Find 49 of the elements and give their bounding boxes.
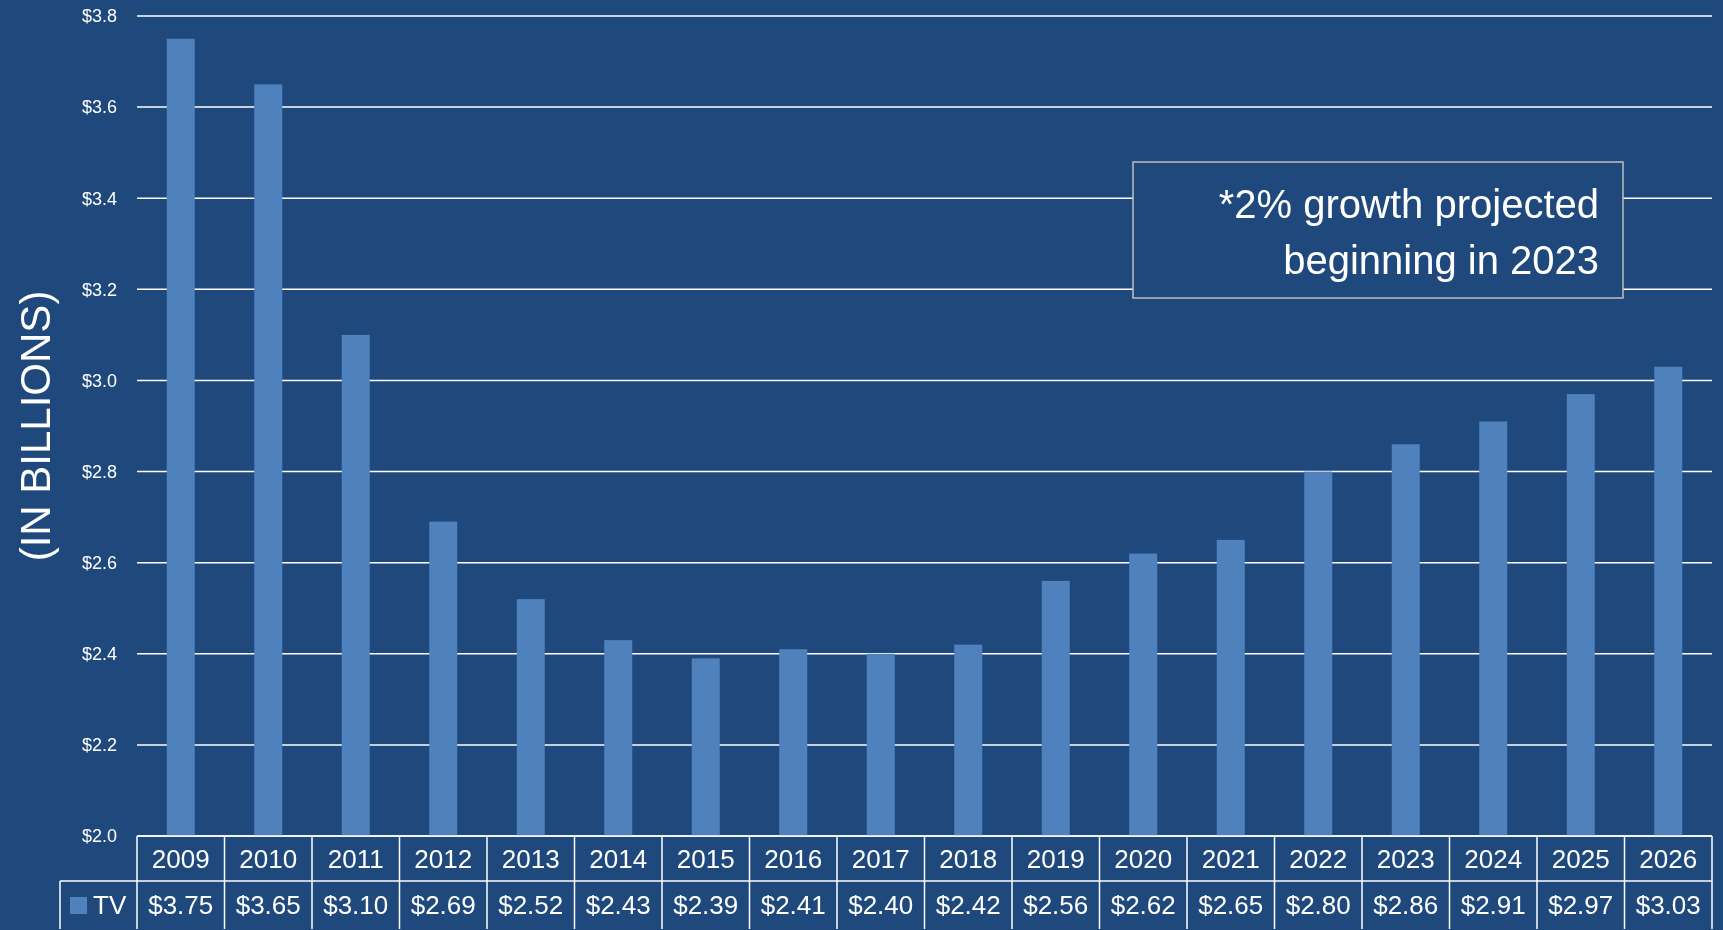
x-tick-label: 2022 xyxy=(1289,843,1348,874)
x-tick-label: 2011 xyxy=(327,843,384,874)
data-label: $2.39 xyxy=(673,890,739,921)
data-label: $2.69 xyxy=(410,890,476,921)
data-label: $2.43 xyxy=(585,890,651,921)
data-label: $2.86 xyxy=(1373,890,1439,921)
y-tick-label: $3.8 xyxy=(81,6,117,27)
y-axis-title: (IN BILLIONS) xyxy=(12,290,59,562)
y-tick-label: $3.4 xyxy=(81,188,117,209)
y-tick-label: $2.8 xyxy=(81,461,117,482)
x-tick-label: 2013 xyxy=(501,843,560,874)
x-tick-label: 2026 xyxy=(1639,843,1698,874)
data-label: $2.91 xyxy=(1460,890,1526,921)
data-label: $2.52 xyxy=(498,890,564,921)
y-tick-label: $3.0 xyxy=(81,370,117,391)
x-tick-label: 2023 xyxy=(1376,843,1435,874)
y-tick-label: $2.6 xyxy=(81,552,117,573)
annotation: *2% growth projected beginning in 2023 xyxy=(1218,182,1599,282)
data-label: $2.41 xyxy=(760,890,826,921)
data-label: $2.56 xyxy=(1023,890,1089,921)
x-tick-label: 2020 xyxy=(1114,843,1173,874)
y-tick-label: $3.6 xyxy=(81,97,117,118)
y-tick-label: $2.0 xyxy=(81,826,117,847)
data-label: $2.65 xyxy=(1198,890,1264,921)
data-label: $3.75 xyxy=(148,890,214,921)
data-label: $3.03 xyxy=(1635,890,1701,921)
x-tick-label: 2017 xyxy=(851,843,910,874)
x-tick-label: 2010 xyxy=(239,843,298,874)
legend-label: TV xyxy=(93,890,127,921)
data-label: $3.65 xyxy=(235,890,301,921)
x-tick-label: 2016 xyxy=(764,843,823,874)
x-tick-label: 2025 xyxy=(1551,843,1610,874)
x-tick-label: 2015 xyxy=(676,843,735,874)
x-tick-label: 2024 xyxy=(1464,843,1523,874)
x-tick-label: 2021 xyxy=(1201,843,1260,874)
x-tick-label: 2009 xyxy=(151,843,210,874)
x-tick-label: 2018 xyxy=(939,843,998,874)
data-label: $2.80 xyxy=(1285,890,1351,921)
x-tick-label: 2019 xyxy=(1026,843,1085,874)
x-tick-label: 2014 xyxy=(589,843,648,874)
data-label: $2.97 xyxy=(1548,890,1614,921)
data-label: $3.10 xyxy=(323,890,389,921)
data-label: $2.62 xyxy=(1110,890,1176,921)
y-tick-label: $2.4 xyxy=(81,644,117,665)
data-label: $2.40 xyxy=(848,890,914,921)
x-tick-label: 2012 xyxy=(414,843,473,874)
y-tick-label: $2.2 xyxy=(81,735,117,756)
y-tick-label: $3.2 xyxy=(81,279,117,300)
data-label: $2.42 xyxy=(935,890,1001,921)
